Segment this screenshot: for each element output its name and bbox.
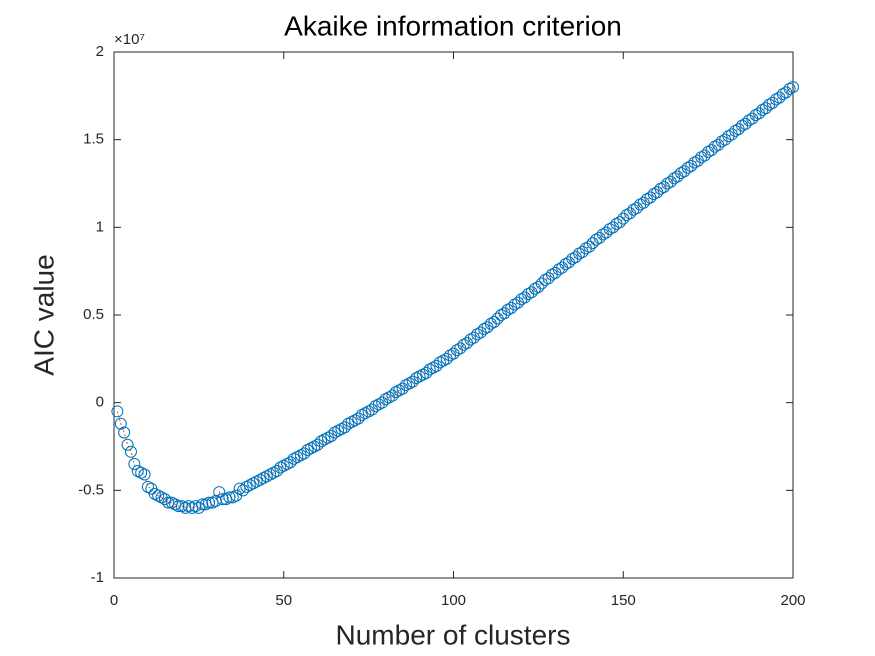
data-point — [613, 216, 626, 229]
data-point — [583, 240, 596, 253]
data-point — [111, 405, 124, 418]
data-point — [128, 458, 141, 471]
data-point — [488, 316, 501, 329]
y-tick-label: 1 — [96, 218, 104, 235]
data-point — [223, 491, 236, 504]
y-tick-label: 2 — [96, 43, 104, 60]
data-point — [192, 501, 205, 514]
y-axis-label: AIC value — [28, 254, 59, 375]
data-point — [121, 438, 134, 451]
data-point — [114, 417, 127, 430]
data-point — [196, 498, 209, 511]
x-tick-label: 50 — [275, 592, 292, 609]
x-tick-label: 0 — [110, 592, 118, 609]
y-tick-label: -1 — [91, 569, 104, 586]
x-axis-label: Number of clusters — [336, 619, 571, 650]
data-point — [158, 493, 171, 506]
y-tick-label: 0.5 — [83, 306, 104, 323]
y-tick-label: 1.5 — [83, 131, 104, 148]
data-point — [203, 496, 216, 509]
data-point — [124, 445, 137, 458]
x-tick-label: 200 — [780, 592, 805, 609]
data-point — [209, 494, 222, 507]
data-point — [532, 280, 545, 293]
data-point — [118, 426, 131, 439]
y-exponent-label: ×10⁷ — [114, 31, 145, 48]
data-point — [787, 81, 799, 94]
x-tick-label: 100 — [441, 592, 466, 609]
plot-area — [113, 51, 794, 579]
data-point — [138, 468, 151, 481]
data-point — [172, 500, 185, 513]
y-tick-label: 0 — [96, 394, 104, 411]
data-point — [216, 493, 229, 506]
chart-title: Akaike information criterion — [284, 10, 622, 41]
x-tick-label: 150 — [611, 592, 636, 609]
data-point — [213, 486, 226, 499]
y-tick-label: -0.5 — [78, 481, 104, 498]
connecting-line — [116, 86, 794, 509]
